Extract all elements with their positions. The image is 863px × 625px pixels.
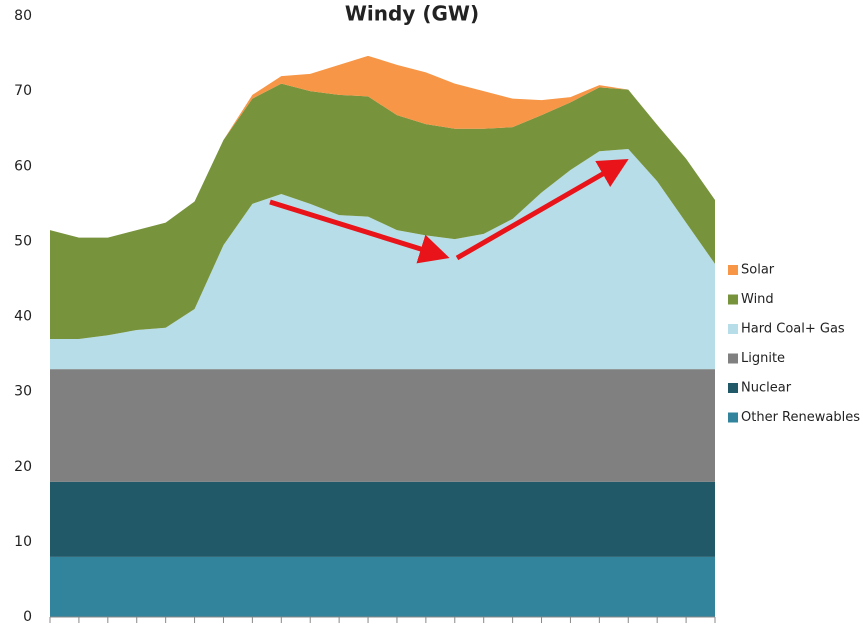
arrow: [455, 159, 629, 261]
legend-swatch: [728, 324, 738, 334]
y-tick-label: 40: [14, 309, 32, 325]
y-tick-label: 50: [14, 233, 32, 249]
legend-label: Lignite: [741, 351, 785, 366]
chart-title: Windy (GW): [345, 2, 479, 26]
legend-swatch: [728, 412, 738, 423]
legend-label: Nuclear: [741, 381, 792, 396]
legend-label: Hard Coal+ Gas: [741, 322, 845, 337]
arrow: [269, 199, 450, 264]
legend-swatch: [728, 265, 738, 275]
area: [50, 556, 715, 617]
y-tick-label: 20: [14, 459, 32, 475]
y-tick-label: 30: [14, 384, 32, 400]
y-tick-label: 0: [23, 609, 32, 625]
legend-swatch: [728, 294, 738, 305]
y-tick-label: 60: [14, 158, 32, 174]
area: [50, 481, 715, 557]
legend-swatch: [728, 383, 738, 393]
annotation-arrows: [269, 159, 629, 264]
area: [50, 55, 715, 238]
area: [50, 369, 715, 482]
legend-swatch: [728, 353, 738, 364]
y-tick-label: 10: [14, 534, 32, 550]
plot-area: [50, 55, 715, 617]
legend-label: Wind: [741, 292, 774, 307]
legend-label: Other Renewables: [741, 410, 860, 425]
y-tick-label: 80: [14, 8, 32, 24]
legend-label: Solar: [741, 263, 775, 278]
area: [50, 83, 715, 340]
y-tick-label: 70: [14, 83, 32, 99]
